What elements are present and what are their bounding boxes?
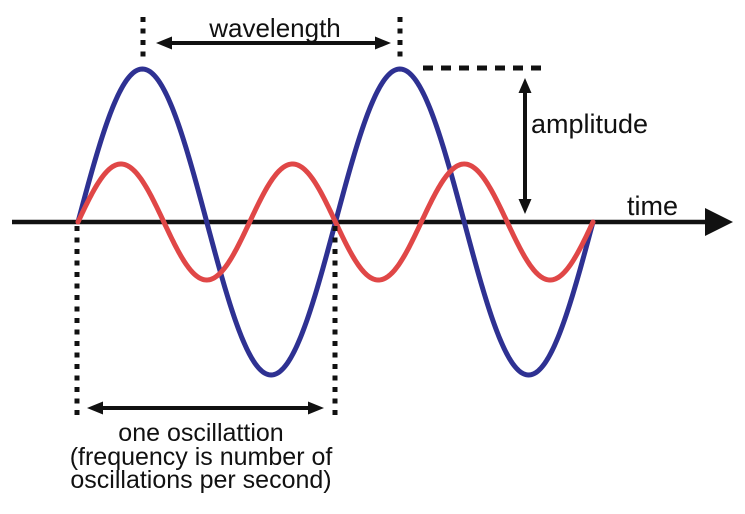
time-axis-arrowhead-icon xyxy=(705,208,733,236)
oscillation-caption-line2: (frequency is number of xyxy=(69,442,333,471)
wavelength-arrow-head-end-icon xyxy=(375,36,391,50)
wavelength-label: wavelength xyxy=(209,13,341,43)
time-axis-label: time xyxy=(627,191,679,221)
oscillation-arrow-head-end-icon xyxy=(308,401,324,415)
amplitude-label: amplitude xyxy=(531,109,649,139)
amplitude-arrow-head-end-icon xyxy=(518,199,532,214)
oscillation-caption-line1: one oscillattion xyxy=(118,419,284,447)
wavelength-arrow-head-start-icon xyxy=(156,36,172,50)
oscillation-caption-line3: oscillations per second) xyxy=(70,466,332,494)
amplitude-arrow-head-start-icon xyxy=(518,78,532,93)
oscillation-arrow-head-start-icon xyxy=(87,401,103,415)
oscillation-caption: one oscillattion (frequency is number of… xyxy=(34,419,368,494)
red-wave xyxy=(75,161,596,283)
